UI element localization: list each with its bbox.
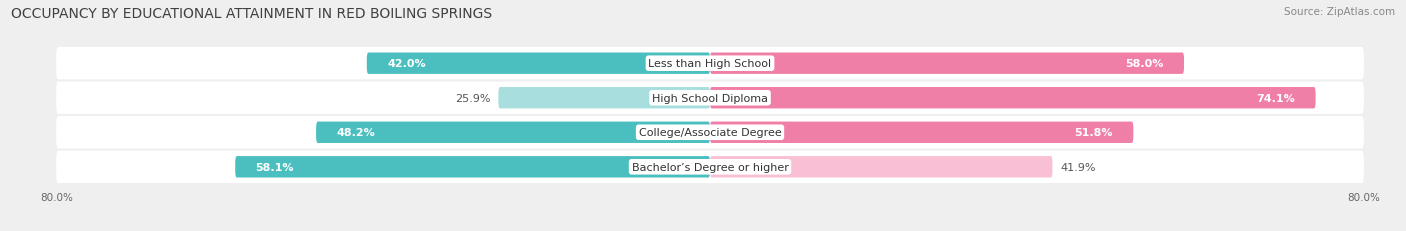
Text: Less than High School: Less than High School xyxy=(648,59,772,69)
FancyBboxPatch shape xyxy=(710,156,1053,178)
FancyBboxPatch shape xyxy=(367,53,710,75)
FancyBboxPatch shape xyxy=(498,88,710,109)
Text: Bachelor’s Degree or higher: Bachelor’s Degree or higher xyxy=(631,162,789,172)
Text: 74.1%: 74.1% xyxy=(1257,93,1295,103)
Text: 48.2%: 48.2% xyxy=(336,128,375,138)
FancyBboxPatch shape xyxy=(235,156,710,178)
Text: High School Diploma: High School Diploma xyxy=(652,93,768,103)
FancyBboxPatch shape xyxy=(710,88,1316,109)
FancyBboxPatch shape xyxy=(56,116,1364,149)
Text: 25.9%: 25.9% xyxy=(454,93,491,103)
Text: 58.0%: 58.0% xyxy=(1125,59,1164,69)
FancyBboxPatch shape xyxy=(710,122,1133,143)
FancyBboxPatch shape xyxy=(710,53,1184,75)
FancyBboxPatch shape xyxy=(316,122,710,143)
Text: 51.8%: 51.8% xyxy=(1074,128,1114,138)
FancyBboxPatch shape xyxy=(56,48,1364,80)
Text: Source: ZipAtlas.com: Source: ZipAtlas.com xyxy=(1284,7,1395,17)
Text: 42.0%: 42.0% xyxy=(387,59,426,69)
FancyBboxPatch shape xyxy=(56,82,1364,115)
FancyBboxPatch shape xyxy=(56,151,1364,183)
Text: OCCUPANCY BY EDUCATIONAL ATTAINMENT IN RED BOILING SPRINGS: OCCUPANCY BY EDUCATIONAL ATTAINMENT IN R… xyxy=(11,7,492,21)
Text: 41.9%: 41.9% xyxy=(1060,162,1097,172)
Text: 58.1%: 58.1% xyxy=(256,162,294,172)
Text: College/Associate Degree: College/Associate Degree xyxy=(638,128,782,138)
